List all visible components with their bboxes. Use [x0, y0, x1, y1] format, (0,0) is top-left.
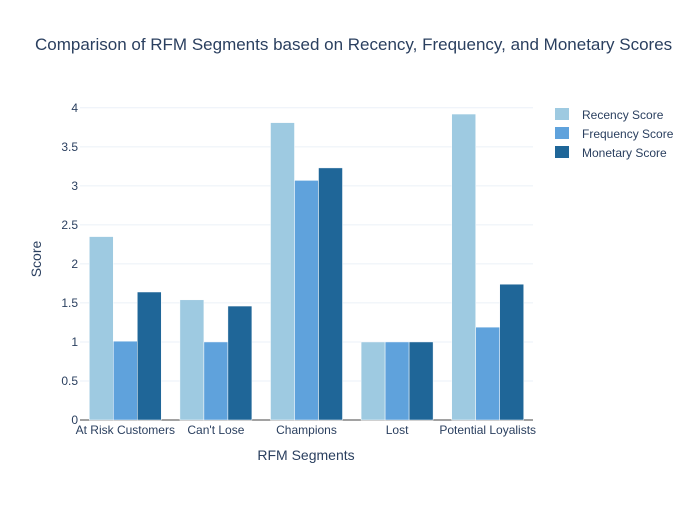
bar-frequency-score[interactable] [475, 326, 500, 421]
y-tick-label: 1 [71, 335, 78, 349]
bars-layer [89, 113, 524, 421]
bar-recency-score[interactable] [89, 236, 114, 421]
legend-swatch[interactable] [555, 108, 569, 120]
legend-label[interactable]: Recency Score [582, 108, 664, 122]
y-tick-label: 2.5 [61, 218, 78, 232]
bar-monetary-score[interactable] [137, 291, 162, 421]
y-axis-ticks: 0 0.5 1 1.5 2 2.5 3 3.5 4 [61, 101, 78, 427]
chart-title: Comparison of RFM Segments based on Rece… [35, 35, 672, 54]
y-tick-label: 1.5 [61, 296, 78, 310]
x-axis-title: RFM Segments [257, 447, 354, 463]
bar-frequency-score[interactable] [384, 341, 410, 421]
bar-monetary-score[interactable] [499, 283, 524, 421]
bar-frequency-score[interactable] [113, 340, 138, 421]
y-tick-label: 2 [71, 257, 78, 271]
x-tick-label: Can't Lose [187, 423, 244, 437]
bar-recency-score[interactable] [451, 113, 476, 421]
legend-swatch[interactable] [555, 146, 569, 158]
bar-frequency-score[interactable] [294, 180, 319, 421]
x-tick-label: Champions [276, 423, 337, 437]
y-tick-label: 4 [71, 101, 78, 115]
y-tick-label: 3.5 [61, 140, 78, 154]
bar-recency-score[interactable] [179, 299, 205, 421]
legend-label[interactable]: Frequency Score [582, 127, 674, 141]
bar-monetary-score[interactable] [318, 167, 343, 421]
x-tick-label: At Risk Customers [76, 423, 175, 437]
x-tick-label: Potential Loyalists [439, 423, 536, 437]
y-tick-label: 0.5 [61, 374, 78, 388]
y-tick-label: 0 [71, 413, 78, 427]
legend: Recency Score Frequency Score Monetary Sco… [555, 108, 674, 160]
legend-label[interactable]: Monetary Score [582, 146, 667, 160]
bar-frequency-score[interactable] [203, 341, 229, 421]
x-axis-ticks: At Risk Customers Can't Lose Champions Lost… [76, 423, 536, 437]
bar-recency-score[interactable] [360, 341, 386, 421]
bar-monetary-score[interactable] [227, 305, 253, 421]
bar-monetary-score[interactable] [408, 341, 434, 421]
x-tick-label: Lost [386, 423, 409, 437]
legend-swatch[interactable] [555, 127, 569, 139]
y-axis-title: Score [28, 241, 44, 278]
bar-recency-score[interactable] [270, 122, 295, 421]
y-tick-label: 3 [71, 179, 78, 193]
